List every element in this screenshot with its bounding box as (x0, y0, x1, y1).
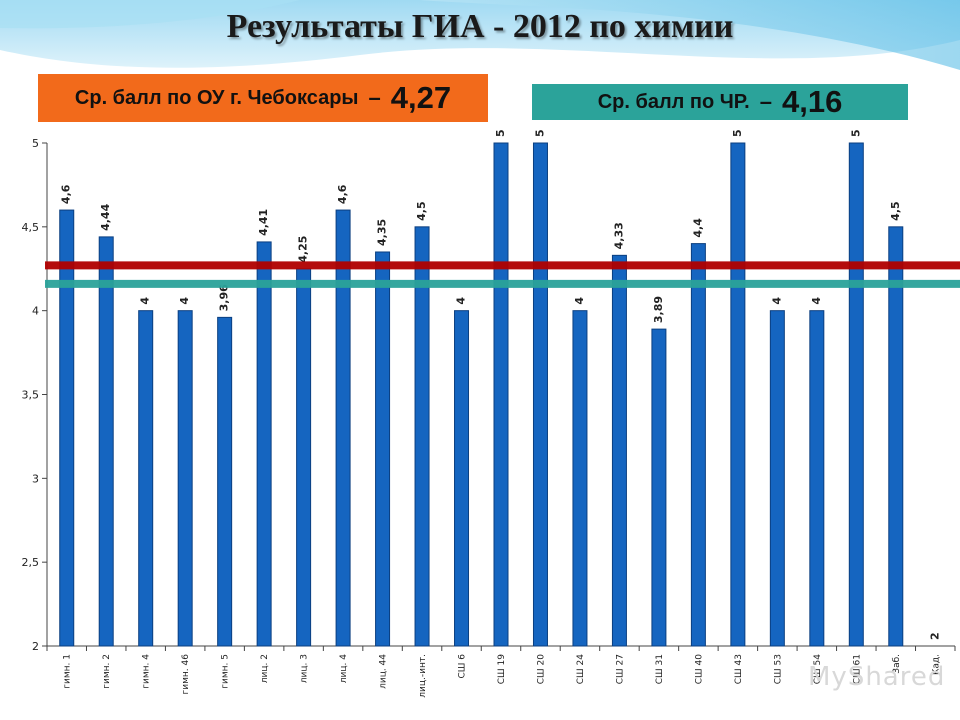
category-label: лиц.-инт. (418, 654, 428, 698)
bar-value-label: 4,6 (336, 184, 349, 204)
banner-cr-average: Ср. балл по ЧР. – 4,16 (532, 84, 908, 120)
banner-ou-dash: – (368, 85, 381, 110)
category-label: лиц. 4 (339, 654, 349, 683)
bar (217, 316, 233, 647)
bar (454, 310, 470, 647)
banner-cr-dash: – (759, 89, 772, 114)
bar (809, 310, 825, 647)
bar-value-label: 5 (533, 129, 546, 137)
category-label: Заб. (892, 654, 902, 674)
category-label: СШ 20 (536, 654, 546, 684)
y-tick-label: 4,5 (22, 221, 40, 234)
category-label: гимн. 5 (221, 654, 231, 689)
category-label: лиц. 2 (260, 654, 270, 683)
banner-ou-average: Ср. балл по ОУ г. Чебоксары – 4,27 (38, 74, 488, 122)
bar-value-label: 2 (928, 632, 941, 640)
bar (296, 268, 312, 647)
page-title: Результаты ГИА - 2012 по химии (226, 8, 734, 45)
bar (572, 310, 588, 647)
bar (611, 254, 627, 647)
category-label: СШ 31 (655, 654, 665, 684)
bar (335, 209, 351, 647)
bar (256, 241, 272, 647)
y-tick-label: 5 (32, 137, 39, 150)
bar-value-label: 4,35 (376, 219, 389, 246)
y-tick-label: 4 (32, 305, 39, 318)
banner-ou-label: Ср. балл по ОУ г. Чебоксары (74, 86, 359, 109)
category-label: СШ 40 (694, 654, 704, 684)
category-label: гимн. 1 (63, 654, 73, 689)
bar (375, 251, 391, 647)
bar-value-label: 4 (770, 297, 783, 305)
bar (532, 142, 548, 647)
category-label: СШ 6 (458, 654, 468, 679)
bar-value-label: 4,44 (99, 203, 112, 230)
bar (651, 328, 667, 647)
category-label: гимн. 46 (181, 654, 191, 695)
banner-cr-label: Ср. балл по ЧР. (597, 90, 750, 113)
bar (888, 226, 904, 647)
y-tick-label: 3 (32, 472, 39, 485)
y-tick-label: 2 (32, 640, 39, 653)
bar-value-label: 4 (178, 297, 191, 305)
y-tick-label: 3,5 (22, 389, 40, 402)
bar-value-label: 4,5 (889, 201, 902, 221)
bar (177, 310, 193, 647)
category-label: гимн. 2 (102, 654, 112, 689)
bar-value-label: 4,41 (257, 209, 270, 236)
bar-value-label: 4 (810, 297, 823, 305)
banner-ou-value: 4,27 (390, 80, 452, 115)
bar-value-label: 5 (849, 129, 862, 137)
bar-value-label: 5 (731, 129, 744, 137)
y-tick-label: 2,5 (22, 556, 40, 569)
bar-value-label: 4,33 (612, 222, 625, 249)
category-label: СШ 27 (615, 654, 625, 684)
bar (138, 310, 154, 647)
category-label: лиц. 3 (300, 654, 310, 683)
category-label: Кад. (931, 654, 941, 675)
bar-value-label: 3,96 (218, 284, 231, 311)
bar (493, 142, 509, 647)
category-label: СШ 54 (813, 654, 823, 684)
bar (769, 310, 785, 647)
bar-value-label: 4,5 (415, 201, 428, 221)
bar (690, 243, 706, 647)
category-label: СШ 53 (773, 654, 783, 684)
bar-value-label: 4 (455, 297, 468, 305)
category-label: гимн. 4 (142, 654, 152, 689)
bar (848, 142, 864, 647)
category-label: лиц. 44 (379, 654, 389, 689)
bar (730, 142, 746, 647)
bar (98, 236, 114, 647)
category-label: СШ 61 (852, 654, 862, 684)
bar-value-label: 4,4 (691, 218, 704, 238)
bar-value-label: 3,89 (652, 296, 665, 323)
bar (59, 209, 75, 647)
bar-value-label: 4,25 (297, 236, 310, 263)
bar-value-label: 4,6 (60, 184, 73, 204)
banner-cr-value: 4,16 (781, 84, 843, 119)
bar-value-label: 4 (139, 297, 152, 305)
bar (414, 226, 430, 647)
category-label: СШ 24 (576, 654, 586, 684)
bar-value-label: 5 (494, 129, 507, 137)
category-label: СШ 43 (734, 654, 744, 684)
watermark: MyShared (808, 662, 946, 692)
category-label: СШ 19 (497, 654, 507, 684)
bar-value-label: 4 (573, 297, 586, 305)
